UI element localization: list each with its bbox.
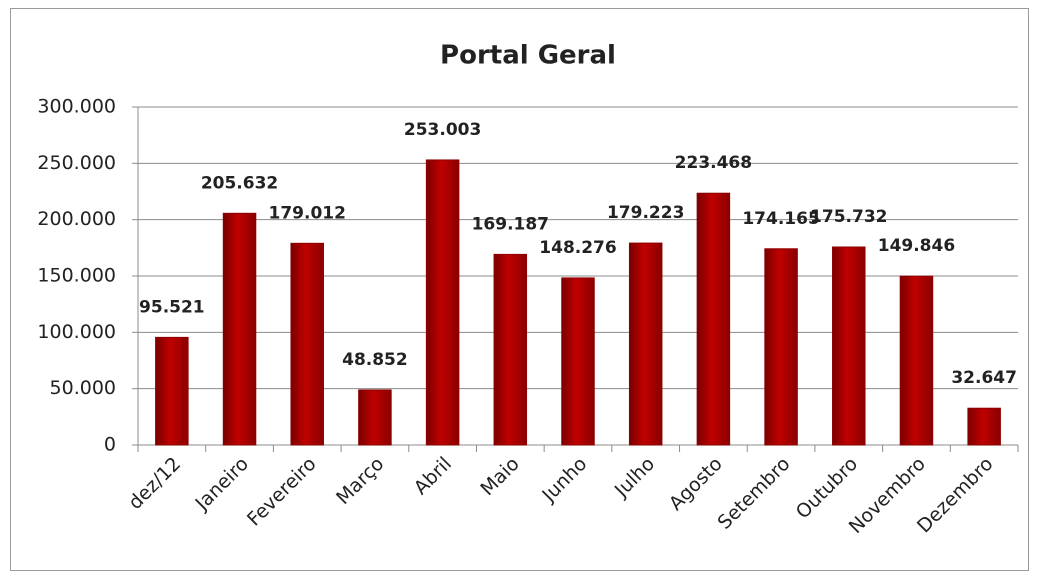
data-label: 175.732 (810, 207, 887, 227)
data-label: 174.165 (742, 209, 819, 229)
bar (493, 253, 528, 446)
y-tick-label: 300.000 (37, 96, 116, 118)
data-label: 148.276 (539, 238, 616, 258)
bar (628, 242, 663, 446)
bar (425, 159, 460, 446)
y-tick-label: 250.000 (37, 152, 116, 174)
bar (967, 407, 1001, 446)
bar (764, 248, 798, 446)
y-tick-label: 150.000 (37, 265, 116, 287)
y-tick-label: 50.000 (50, 377, 116, 399)
data-label: 179.223 (607, 203, 684, 223)
bar (358, 389, 392, 446)
bar (561, 277, 595, 446)
data-label: 149.846 (878, 236, 955, 256)
y-tick-label: 200.000 (37, 208, 116, 230)
data-label: 48.852 (342, 350, 408, 370)
data-label: 253.003 (404, 120, 481, 140)
bar (222, 212, 257, 446)
data-label: 223.468 (675, 153, 752, 173)
bar (899, 275, 934, 446)
chart-title: Portal Geral (440, 41, 616, 71)
data-label: 169.187 (472, 214, 549, 234)
y-tick-label: 100.000 (37, 321, 116, 343)
data-label: 32.647 (951, 368, 1017, 388)
data-label: 179.012 (269, 203, 346, 223)
bar (155, 336, 189, 446)
bar (696, 192, 731, 446)
y-tick-label: 0 (104, 434, 116, 456)
bar (832, 246, 866, 446)
data-label: 205.632 (201, 173, 278, 193)
bar (290, 242, 324, 446)
data-label: 95.521 (139, 297, 205, 317)
